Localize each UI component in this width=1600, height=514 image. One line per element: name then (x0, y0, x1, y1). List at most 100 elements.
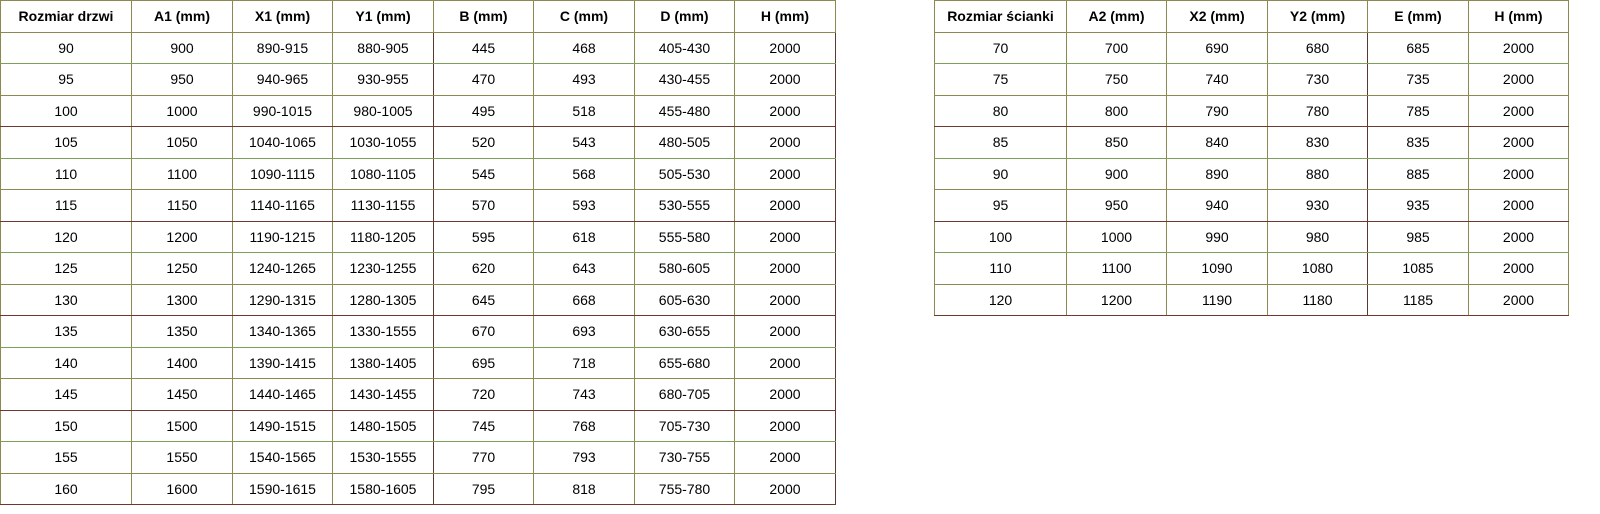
table-cell: 145 (0, 378, 132, 411)
table-cell: 580-605 (634, 252, 735, 285)
table-cell: 980 (1267, 220, 1368, 253)
table-cell: 2000 (734, 157, 836, 190)
table-cell: 80 (934, 94, 1067, 127)
table-row: 120 1200 1190-1215 1180-1205 595 618 555-580 20… (0, 220, 836, 253)
table-cell: 1000 (1066, 220, 1167, 253)
table-cell: 800 (1066, 94, 1167, 127)
table-cell: 570 (433, 189, 534, 222)
table-cell: 2000 (734, 378, 836, 411)
table-cell: 2000 (1468, 94, 1569, 127)
table-cell: 768 (533, 409, 635, 442)
table-cell: 930-955 (332, 63, 434, 96)
table-cell: 1580-1605 (332, 472, 434, 505)
table-cell: 2000 (734, 63, 836, 96)
table-cell: 1080 (1267, 252, 1368, 285)
table-cell: 480-505 (634, 126, 735, 159)
table-cell: 900 (1066, 157, 1167, 190)
table-row: 70 700 690 680 685 2000 (934, 31, 1569, 64)
table-cell: 100 (934, 220, 1067, 253)
table-cell: 705-730 (634, 409, 735, 442)
table-cell: 468 (533, 31, 635, 64)
table-cell: 693 (533, 315, 635, 348)
table-cell: 1530-1555 (332, 441, 434, 474)
table-cell: 545 (433, 157, 534, 190)
table-cell: 1500 (131, 409, 233, 442)
table-cell: 1190 (1166, 283, 1268, 316)
table-cell: 1000 (131, 94, 233, 127)
table-cell: 543 (533, 126, 635, 159)
table-row: 100 1000 990 980 985 2000 (934, 220, 1569, 253)
table-cell: 643 (533, 252, 635, 285)
table-row: 145 1450 1440-1465 1430-1455 720 743 680-705 20… (0, 378, 836, 411)
table-cell: 605-630 (634, 283, 735, 316)
table-row: 100 1000 990-1015 980-1005 495 518 455-480 2000 (0, 94, 836, 127)
table-cell: 110 (934, 252, 1067, 285)
table-cell: 115 (0, 189, 132, 222)
table-cell: 2000 (734, 126, 836, 159)
table-cell: 1590-1615 (232, 472, 333, 505)
table-cell: 935 (1367, 189, 1469, 222)
table-cell: 880 (1267, 157, 1368, 190)
table-cell: 1030-1055 (332, 126, 434, 159)
column-header: H (mm) (1468, 0, 1569, 33)
table-cell: 2000 (734, 283, 836, 316)
table-cell: 950 (1066, 189, 1167, 222)
table-row: 130 1300 1290-1315 1280-1305 645 668 605-630 20… (0, 283, 836, 316)
column-header: X1 (mm) (232, 0, 333, 33)
table-row: 105 1050 1040-1065 1030-1055 520 543 480-505 20… (0, 126, 836, 159)
table-cell: 2000 (734, 31, 836, 64)
table-cell: 680-705 (634, 378, 735, 411)
table-cell: 555-580 (634, 220, 735, 253)
table-cell: 1180 (1267, 283, 1368, 316)
door-size-table: Rozmiar drzwi A1 (mm) X1 (mm) Y1 (mm) B (mm)… (0, 0, 836, 505)
table-cell: 940 (1166, 189, 1268, 222)
table-cell: 125 (0, 252, 132, 285)
table-row: 90 900 890-915 880-905 445 468 405-430 2000 (0, 31, 836, 64)
table-cell: 1350 (131, 315, 233, 348)
table-cell: 735 (1367, 63, 1469, 96)
table-cell: 850 (1066, 126, 1167, 159)
table-cell: 430-455 (634, 63, 735, 96)
header-row: Rozmiar drzwi A1 (mm) X1 (mm) Y1 (mm) B (mm)… (0, 0, 836, 33)
table-cell: 530-555 (634, 189, 735, 222)
table-cell: 105 (0, 126, 132, 159)
table-cell: 2000 (1468, 126, 1569, 159)
table-cell: 890 (1166, 157, 1268, 190)
table-cell: 90 (934, 157, 1067, 190)
table-cell: 840 (1166, 126, 1268, 159)
table-cell: 668 (533, 283, 635, 316)
table-cell: 2000 (1468, 252, 1569, 285)
table-cell: 445 (433, 31, 534, 64)
table-cell: 1240-1265 (232, 252, 333, 285)
table-cell: 2000 (734, 252, 836, 285)
table-cell: 1090 (1166, 252, 1268, 285)
table-cell: 655-680 (634, 346, 735, 379)
table-cell: 100 (0, 94, 132, 127)
table-cell: 2000 (1468, 189, 1569, 222)
table-cell: 520 (433, 126, 534, 159)
table-cell: 755-780 (634, 472, 735, 505)
table-row: 160 1600 1590-1615 1580-1605 795 818 755-780 20… (0, 472, 836, 505)
table-cell: 1290-1315 (232, 283, 333, 316)
table-cell: 795 (433, 472, 534, 505)
table-cell: 645 (433, 283, 534, 316)
table-cell: 1200 (131, 220, 233, 253)
table-row: 80 800 790 780 785 2000 (934, 94, 1569, 127)
column-header: H (mm) (734, 0, 836, 33)
table-row: 95 950 940-965 930-955 470 493 430-455 2000 (0, 63, 836, 96)
table-row: 150 1500 1490-1515 1480-1505 745 768 705-730 20… (0, 409, 836, 442)
column-header: Rozmiar ścianki (934, 0, 1067, 33)
column-header: X2 (mm) (1166, 0, 1268, 33)
table-cell: 110 (0, 157, 132, 190)
table-row: 90 900 890 880 885 2000 (934, 157, 1569, 190)
table-cell: 785 (1367, 94, 1469, 127)
table-row: 140 1400 1390-1415 1380-1405 695 718 655-680 20… (0, 346, 836, 379)
table-cell: 620 (433, 252, 534, 285)
table-cell: 90 (0, 31, 132, 64)
table-cell: 2000 (734, 220, 836, 253)
table-cell: 1085 (1367, 252, 1469, 285)
table-cell: 160 (0, 472, 132, 505)
table-cell: 940-965 (232, 63, 333, 96)
table-cell: 120 (934, 283, 1067, 316)
table-cell: 720 (433, 378, 534, 411)
